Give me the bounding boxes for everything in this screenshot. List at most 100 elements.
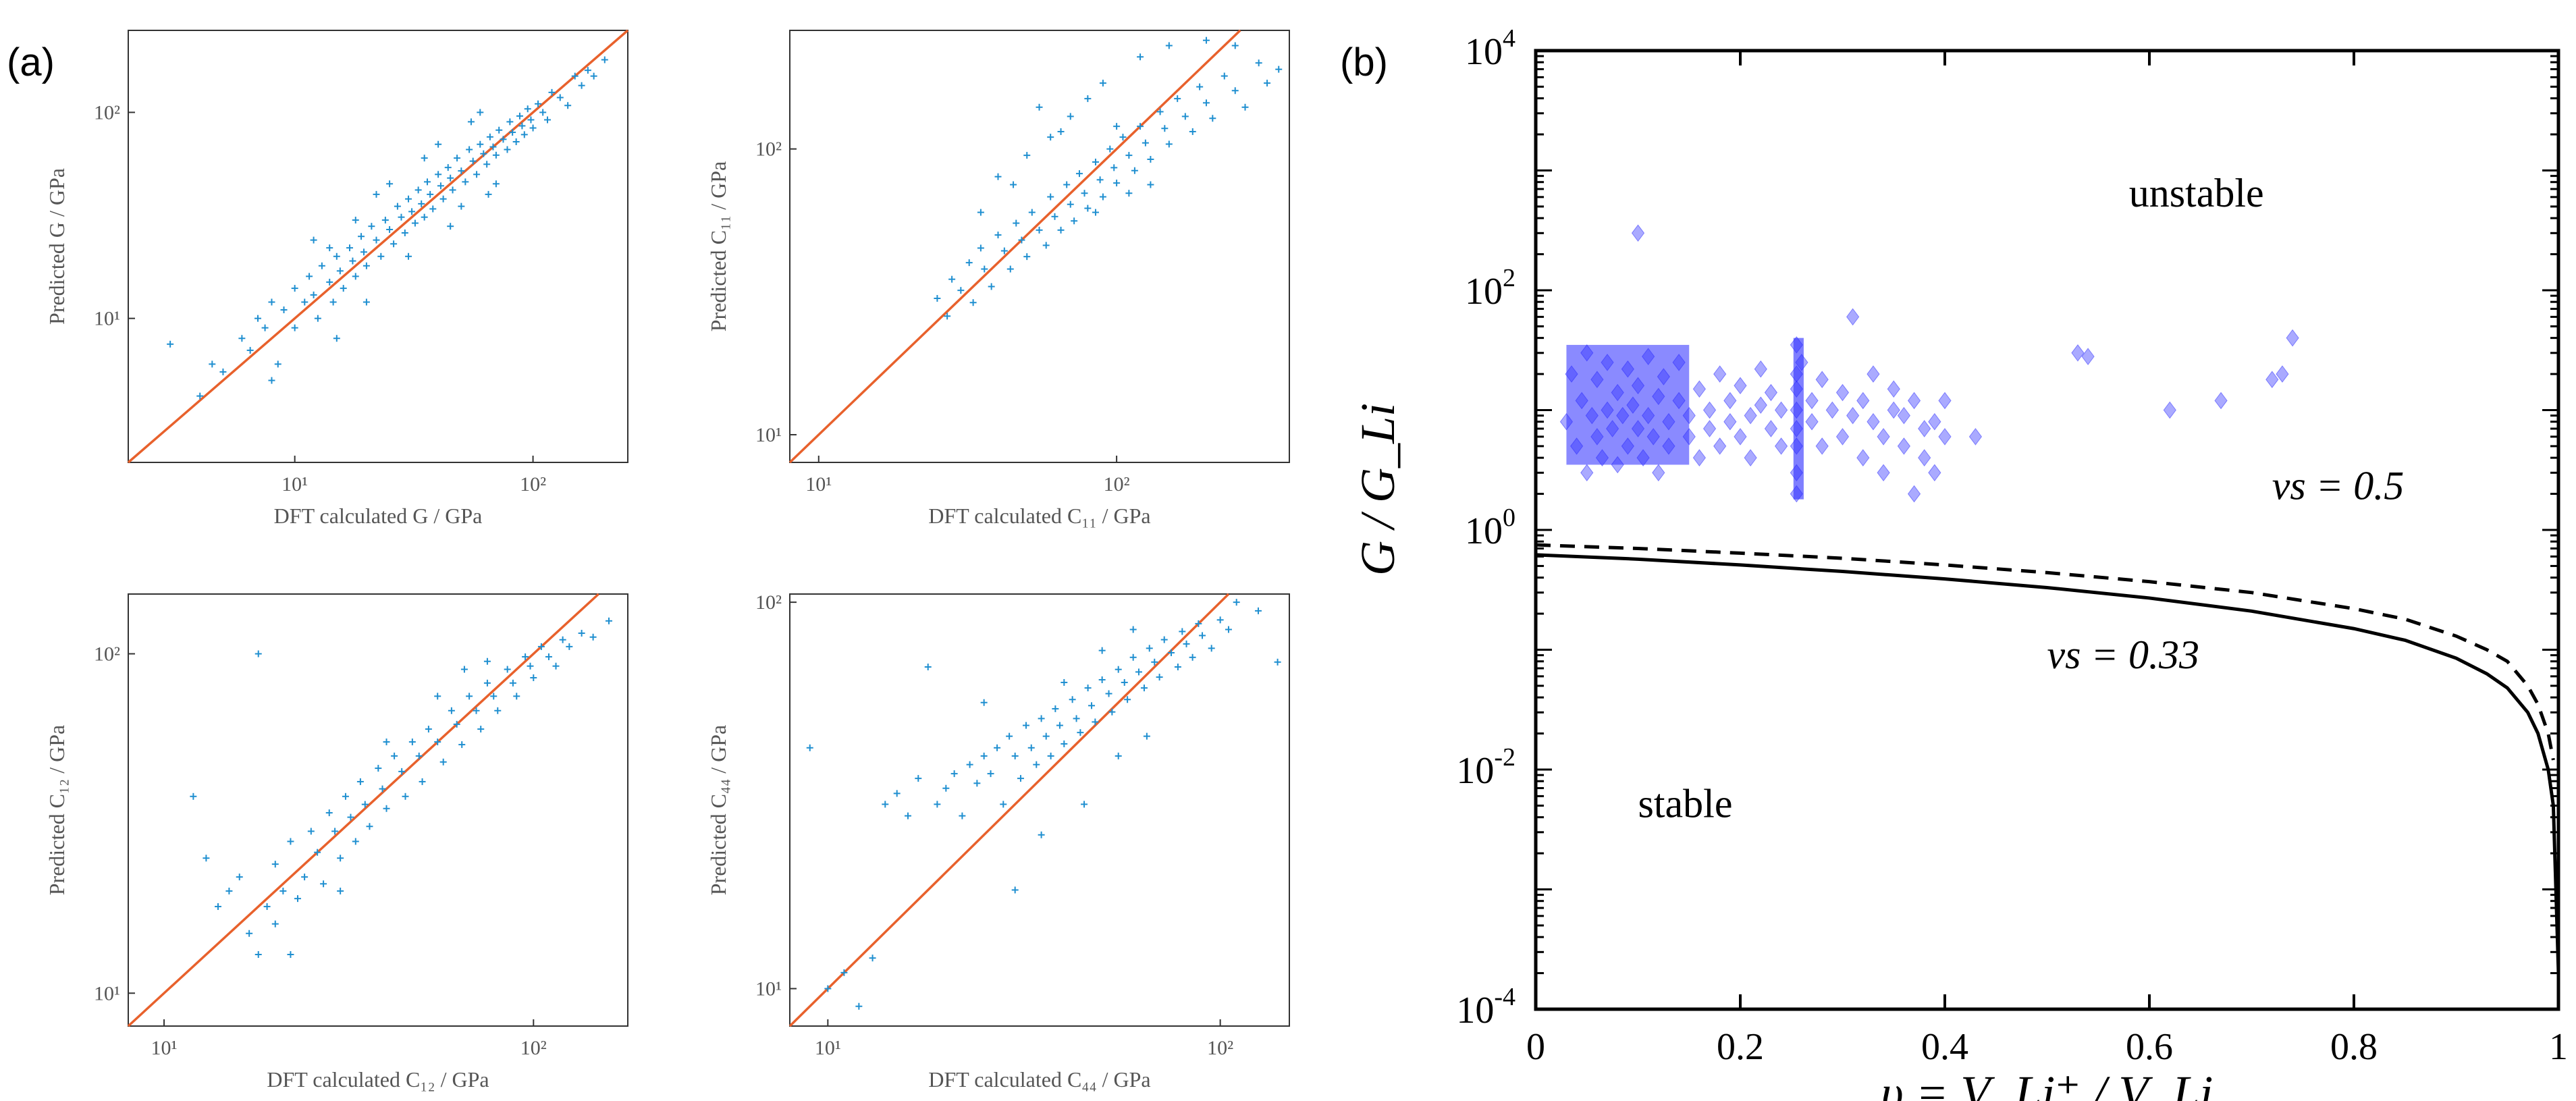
data-point — [1189, 128, 1196, 135]
data-point — [1815, 371, 1829, 389]
data-point — [356, 778, 364, 785]
data-point — [225, 887, 233, 894]
data-point — [439, 195, 447, 203]
data-point — [1165, 140, 1173, 148]
data-point — [1887, 380, 1900, 398]
data-point — [1137, 53, 1144, 61]
data-point — [274, 360, 281, 368]
data-point — [1119, 134, 1127, 141]
data-point — [840, 969, 848, 976]
data-point — [1147, 155, 1154, 163]
data-point — [331, 828, 339, 835]
data-point — [1918, 449, 1931, 466]
data-point — [537, 643, 545, 650]
data-point — [1000, 247, 1008, 254]
data-point — [1028, 209, 1036, 216]
data-point — [1131, 167, 1138, 174]
data-point — [1115, 752, 1122, 759]
data-point — [1754, 396, 1767, 414]
data-point — [485, 190, 492, 198]
data-point — [1160, 636, 1168, 643]
data-point — [1938, 428, 1952, 446]
panel-label-a: (a) — [7, 41, 55, 84]
data-point — [1081, 190, 1088, 197]
y-tick-label: 10² — [755, 591, 782, 614]
data-point — [435, 171, 442, 178]
data-point — [271, 861, 279, 868]
data-point — [390, 240, 398, 248]
data-point — [522, 653, 529, 660]
data-point — [571, 72, 579, 80]
data-point — [360, 248, 368, 256]
data-point — [1723, 412, 1737, 431]
data-point — [473, 707, 480, 714]
data-point — [969, 299, 977, 306]
y-tick-label: 10¹ — [755, 978, 782, 1000]
data-point — [494, 707, 502, 714]
data-point — [893, 790, 901, 797]
data-point — [386, 226, 394, 234]
identity-line — [127, 29, 629, 464]
data-point — [1006, 732, 1013, 740]
data-point — [1692, 380, 1707, 398]
data-point — [1092, 209, 1099, 216]
data-point — [1047, 134, 1054, 141]
data-point — [1179, 628, 1186, 635]
data-point — [1835, 383, 1850, 402]
data-point — [950, 770, 958, 778]
data-point — [215, 903, 222, 910]
data-point — [1734, 377, 1747, 395]
data-point — [279, 887, 287, 894]
data-point — [1033, 761, 1040, 768]
data-point — [1805, 412, 1819, 431]
plot-frame — [789, 30, 1290, 463]
data-point — [2276, 365, 2289, 383]
annotation-nu-05: νs = 0.5 — [2272, 464, 2404, 508]
data-point — [483, 161, 491, 168]
data-point — [421, 155, 428, 162]
curve-line — [1535, 543, 2555, 761]
data-point — [994, 232, 1002, 239]
data-point — [934, 801, 941, 808]
data-point — [1007, 265, 1014, 273]
data-point — [352, 217, 359, 224]
data-point — [589, 633, 597, 641]
x-tick-label: 0.2 — [1717, 1026, 1764, 1068]
data-point — [520, 131, 528, 138]
data-point — [447, 223, 454, 230]
y-axis-label: G / G_Li — [1351, 403, 1405, 576]
data-point — [477, 726, 485, 733]
data-point — [527, 662, 534, 670]
data-point — [375, 765, 382, 772]
data-point — [477, 140, 484, 148]
data-point — [1165, 42, 1173, 49]
data-point — [310, 291, 317, 298]
data-point — [383, 805, 390, 812]
data-point — [512, 138, 520, 145]
data-point — [492, 151, 500, 159]
data-point — [606, 617, 613, 624]
data-point — [1047, 752, 1054, 759]
x-axis-label: DFT calculated C₁₁ / GPa — [928, 504, 1150, 528]
data-point — [1056, 722, 1063, 729]
panel-label-b: (b) — [1340, 41, 1388, 84]
data-point — [394, 203, 401, 210]
x-tick-label: 10¹ — [815, 1037, 841, 1059]
data-point — [429, 205, 437, 213]
data-point — [1856, 449, 1870, 466]
data-point — [1231, 42, 1239, 49]
data-point — [363, 298, 370, 306]
y-tick-label: 104 — [1465, 24, 1515, 73]
data-point — [1113, 123, 1121, 130]
data-point — [368, 223, 375, 230]
data-point — [1274, 658, 1281, 666]
data-point — [1098, 676, 1106, 683]
data-point — [1907, 485, 1921, 503]
data-point — [957, 287, 965, 294]
data-point — [190, 793, 197, 800]
data-point — [1174, 664, 1181, 671]
data-point — [584, 67, 591, 74]
data-point — [806, 744, 813, 751]
data-point — [246, 346, 254, 354]
